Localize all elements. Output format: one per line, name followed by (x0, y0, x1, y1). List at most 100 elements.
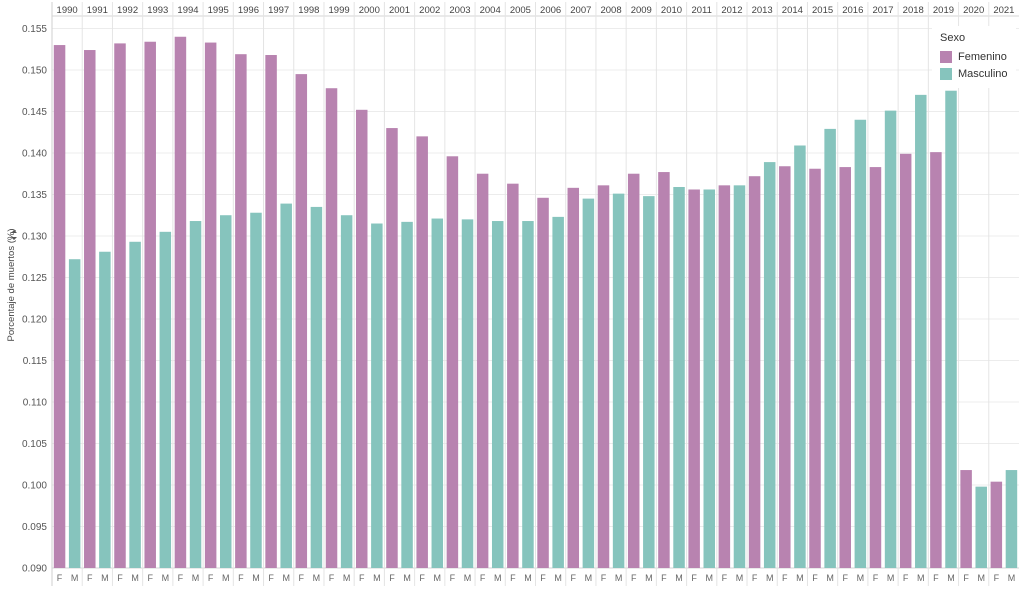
legend-item-femenino[interactable]: Femenino (940, 50, 1007, 64)
bar-masculino-2011[interactable] (703, 189, 716, 568)
bar-femenino-2019[interactable] (930, 152, 942, 568)
sex-label: M (71, 573, 79, 583)
y-tick-label: 0.105 (22, 439, 47, 450)
sex-label: M (917, 573, 925, 583)
year-label: 2001 (389, 5, 410, 16)
bar-femenino-1994[interactable] (174, 36, 187, 568)
bar-masculino-2010[interactable] (673, 186, 685, 568)
bar-masculino-2016[interactable] (854, 119, 867, 568)
bar-femenino-2003[interactable] (446, 156, 459, 568)
bar-femenino-1991[interactable] (84, 50, 96, 568)
bar-femenino-2005[interactable] (507, 183, 519, 569)
bar-masculino-2008[interactable] (612, 193, 625, 568)
sex-label: F (450, 573, 456, 583)
sex-label: F (752, 573, 758, 583)
bar-masculino-2006[interactable] (552, 216, 564, 569)
bar-masculino-1992[interactable] (129, 241, 141, 568)
bar-femenino-2021[interactable] (990, 481, 1003, 568)
bar-femenino-2008[interactable] (597, 185, 610, 569)
bar-femenino-2015[interactable] (809, 168, 821, 569)
y-axis-ticks: 0.090 0.095 0.100 0.105 0.110 0.115 0.120 0.125… (22, 24, 47, 575)
bar-femenino-1990[interactable] (53, 45, 66, 569)
bar-masculino-2002[interactable] (431, 218, 444, 569)
bar-masculino-1993[interactable] (159, 231, 172, 568)
bar-femenino-2009[interactable] (627, 173, 640, 568)
bar-masculino-2013[interactable] (763, 162, 776, 568)
bar-femenino-2017[interactable] (869, 167, 882, 569)
bar-masculino-1996[interactable] (250, 212, 262, 568)
bar-femenino-2011[interactable] (688, 189, 700, 568)
bar-masculino-1998[interactable] (310, 206, 323, 568)
bar-masculino-2017[interactable] (884, 110, 897, 568)
bar-femenino-2013[interactable] (748, 176, 761, 568)
bar-masculino-2021[interactable] (1005, 470, 1018, 568)
y-axis-label: Porcentaje de muertos (%) (6, 229, 17, 342)
sex-label: F (994, 573, 1000, 583)
bar-masculino-2012[interactable] (733, 185, 746, 569)
year-label: 2015 (812, 5, 833, 16)
year-label: 1999 (329, 5, 350, 16)
year-label: 2020 (963, 5, 984, 16)
sex-label: M (162, 573, 170, 583)
bar-masculino-1994[interactable] (189, 221, 202, 568)
legend-title: Sexo (940, 32, 966, 44)
sex-label: F (238, 573, 244, 583)
bar-femenino-2000[interactable] (355, 109, 368, 568)
bar-masculino-2020[interactable] (975, 486, 987, 568)
bar-femenino-2001[interactable] (386, 128, 398, 568)
bar-femenino-2010[interactable] (658, 172, 670, 568)
year-label: 2009 (631, 5, 652, 16)
bar-femenino-2016[interactable] (839, 167, 851, 569)
sex-label: F (691, 573, 697, 583)
bar-femenino-1997[interactable] (265, 55, 277, 568)
bar-femenino-1993[interactable] (144, 41, 156, 569)
sort-icon[interactable] (11, 230, 17, 240)
bar-femenino-1995[interactable] (204, 42, 217, 569)
legend-item-masculino[interactable]: Masculino (940, 67, 1008, 81)
bar-masculino-2009[interactable] (643, 196, 655, 568)
bar-femenino-2018[interactable] (899, 153, 912, 568)
bar-femenino-1992[interactable] (114, 43, 126, 569)
bar-femenino-2007[interactable] (567, 187, 580, 568)
sex-label: M (826, 573, 834, 583)
bar-femenino-2012[interactable] (718, 185, 731, 569)
year-label: 2021 (993, 5, 1014, 16)
bar-masculino-1991[interactable] (99, 251, 111, 569)
bar-femenino-2014[interactable] (779, 166, 791, 569)
sex-label: M (313, 573, 321, 583)
bar-masculino-2004[interactable] (491, 221, 504, 568)
bar-masculino-2003[interactable] (461, 219, 474, 569)
sex-label: F (57, 573, 63, 583)
bar-masculino-2001[interactable] (401, 221, 413, 568)
year-label: 1998 (298, 5, 319, 16)
bar-masculino-2000[interactable] (371, 223, 383, 568)
bar-masculino-2005[interactable] (522, 221, 534, 568)
sex-label: M (675, 573, 683, 583)
year-label: 1992 (117, 5, 138, 16)
bar-masculino-2019[interactable] (945, 90, 957, 569)
bar-femenino-2002[interactable] (416, 136, 428, 568)
bar-masculino-1999[interactable] (340, 215, 353, 568)
bar-masculino-2007[interactable] (582, 198, 595, 568)
sex-label: F (963, 573, 969, 583)
y-tick-label: 0.110 (23, 397, 48, 408)
bar-masculino-1995[interactable] (220, 215, 232, 568)
bar-masculino-2018[interactable] (915, 94, 927, 568)
sex-label: M (706, 573, 714, 583)
bar-femenino-2020[interactable] (960, 470, 972, 568)
bar-femenino-1998[interactable] (295, 74, 308, 569)
bar-femenino-1999[interactable] (325, 88, 338, 568)
bar-masculino-2014[interactable] (794, 145, 806, 568)
bar-masculino-2015[interactable] (824, 128, 836, 568)
sex-label: M (343, 573, 351, 583)
y-tick-label: 0.155 (22, 24, 47, 35)
year-label: 1990 (57, 5, 78, 16)
bar-femenino-1996[interactable] (235, 54, 247, 568)
bar-masculino-1997[interactable] (280, 203, 292, 568)
bar-femenino-2006[interactable] (537, 197, 549, 568)
bar-femenino-2004[interactable] (476, 173, 489, 568)
year-label: 2018 (903, 5, 924, 16)
bar-masculino-1990[interactable] (68, 259, 81, 568)
